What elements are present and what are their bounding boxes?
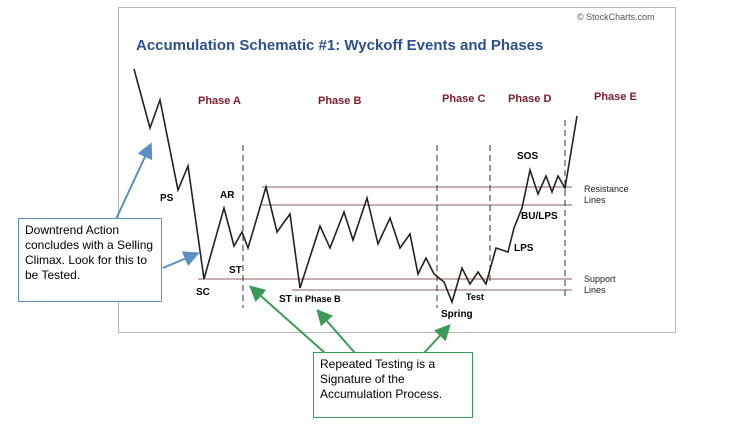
green-arrow-st-phase-b (316, 308, 356, 354)
event-sos-label: SOS (517, 151, 539, 162)
event-sc-label: SC (196, 287, 210, 298)
event-st-phase-b-label: ST in Phase B (279, 294, 341, 305)
phase-d-label: Phase D (508, 93, 552, 105)
event-spring-label: Spring (441, 309, 473, 320)
green-arrow-st (249, 285, 326, 354)
event-st-label: ST (229, 265, 242, 276)
support-label-line1: Support (584, 274, 616, 284)
phase-b-label: Phase B (318, 95, 362, 107)
blue-arrow-sc (162, 251, 200, 269)
phase-a-label: Phase A (198, 95, 242, 107)
event-ps-label: PS (160, 193, 174, 204)
green-arrow-spring (423, 324, 451, 354)
phase-e-label: Phase E (594, 91, 637, 103)
phase-c-label: Phase C (442, 93, 486, 105)
resistance-label-line1: Resistance (584, 184, 629, 194)
repeated-testing-callout: Repeated Testing is a Signature of the A… (313, 352, 473, 418)
event-st-phase-b-main: ST (279, 294, 292, 305)
event-ar-label: AR (220, 190, 235, 201)
credit-label: © StockCharts.com (577, 12, 655, 22)
resistance-label-line2: Lines (584, 195, 606, 205)
blue-arrow-ps (109, 142, 153, 233)
downtrend-callout: Downtrend Action concludes with a Sellin… (18, 218, 162, 302)
chart-title: Accumulation Schematic #1: Wyckoff Event… (136, 37, 544, 54)
support-lines-label: Support Lines (584, 274, 616, 296)
support-label-line2: Lines (584, 285, 606, 295)
event-bu-lps-label: BU/LPS (521, 211, 558, 222)
resistance-lines-label: Resistance Lines (584, 184, 629, 206)
price-path (133, 68, 578, 305)
event-lps-label: LPS (514, 243, 534, 254)
event-st-phase-b-sub: in Phase B (294, 294, 341, 304)
event-test-label: Test (466, 292, 484, 302)
